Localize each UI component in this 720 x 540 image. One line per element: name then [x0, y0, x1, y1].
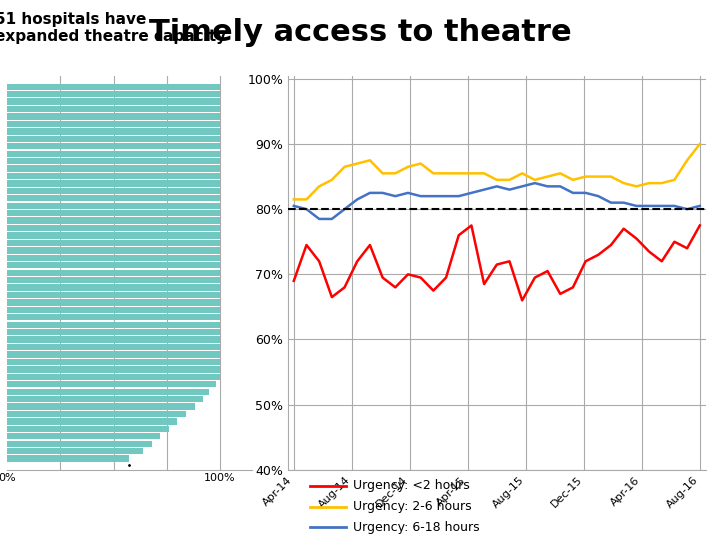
Bar [7, 143, 220, 150]
Bar [7, 84, 220, 90]
Bar [7, 269, 220, 276]
Bar [7, 344, 220, 350]
Bar [7, 232, 220, 239]
Bar [7, 396, 203, 402]
Bar [7, 455, 129, 462]
Bar [7, 366, 220, 373]
Bar [7, 374, 220, 380]
Text: 51 hospitals have
expanded theatre capacity: 51 hospitals have expanded theatre capac… [0, 12, 226, 44]
Bar [7, 121, 220, 127]
Bar [7, 285, 220, 291]
Bar [7, 277, 220, 284]
Bar [7, 329, 220, 335]
Bar [7, 262, 220, 268]
Bar [7, 240, 220, 246]
Bar [7, 210, 220, 217]
Bar [7, 128, 220, 134]
Bar [7, 433, 161, 440]
Bar [7, 389, 210, 395]
Bar [7, 165, 220, 172]
Bar [7, 225, 220, 231]
Bar [7, 218, 220, 224]
Bar [7, 426, 169, 432]
Text: Urgency: 6-18 hours: Urgency: 6-18 hours [353, 521, 480, 534]
Bar [7, 173, 220, 179]
Bar [7, 381, 216, 387]
Bar [7, 322, 220, 328]
Bar [7, 411, 186, 417]
Bar [7, 180, 220, 187]
Bar [7, 448, 143, 454]
Bar [7, 299, 220, 306]
Bar [7, 255, 220, 261]
Bar [7, 247, 220, 254]
Bar [7, 307, 220, 313]
Text: Urgency: 2-6 hours: Urgency: 2-6 hours [353, 500, 472, 513]
Bar [7, 98, 220, 105]
Bar [7, 151, 220, 157]
Bar [7, 352, 220, 357]
Bar [7, 158, 220, 164]
Bar [7, 441, 152, 447]
Bar [7, 314, 220, 320]
Text: Urgency: <2 hours: Urgency: <2 hours [353, 480, 469, 492]
Bar [7, 188, 220, 194]
Bar [7, 418, 178, 424]
Bar [7, 136, 220, 142]
Bar [7, 195, 220, 201]
Bar [7, 202, 220, 209]
Bar [7, 106, 220, 112]
Bar [7, 336, 220, 343]
Text: Timely access to theatre: Timely access to theatre [149, 18, 571, 47]
Bar [7, 292, 220, 298]
Bar [7, 91, 220, 97]
Bar [7, 359, 220, 365]
Bar [7, 113, 220, 120]
Bar [7, 403, 194, 410]
